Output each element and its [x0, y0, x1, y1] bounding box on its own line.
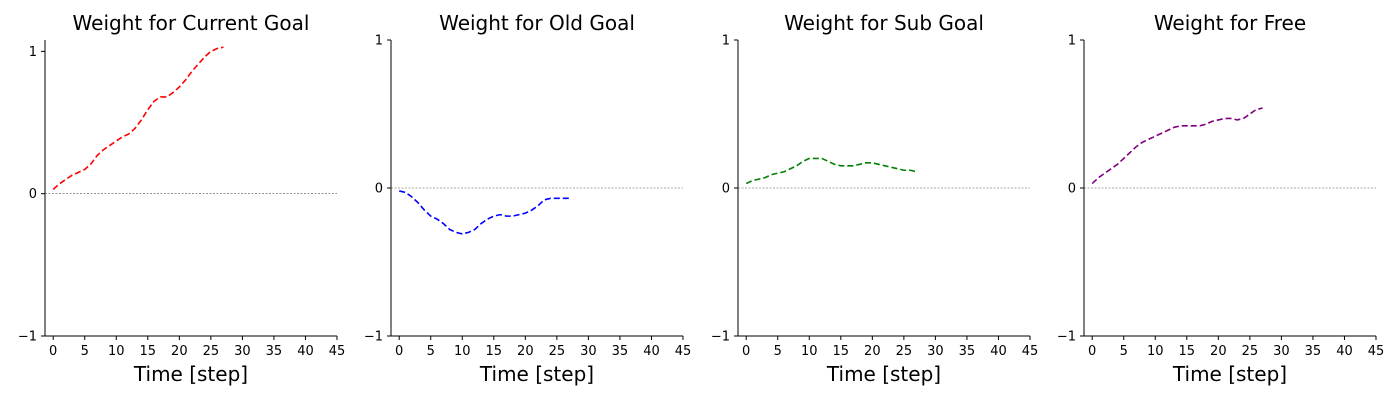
subplot-title: Weight for Sub Goal [784, 11, 984, 35]
x-tick-label: 45 [675, 344, 692, 359]
y-tick-label: 1 [722, 34, 730, 49]
subplot-4: Weight for Free 0 5 10 15 20 25 30 35 40 45 −1 0 1 Tim… [1057, 11, 1384, 386]
x-axis-label: Time [step] [826, 362, 941, 386]
x-tick-label: 35 [959, 344, 976, 359]
x-tick-label: 0 [1088, 344, 1096, 359]
x-tick-label: 45 [1022, 344, 1039, 359]
y-tick-label: −1 [18, 330, 37, 345]
x-axis-label: Time [step] [479, 362, 594, 386]
series-line [399, 190, 570, 235]
subplot-title: Weight for Current Goal [73, 11, 310, 35]
x-tick-label: 10 [801, 344, 818, 359]
x-tick-label: 0 [742, 344, 750, 359]
subplot-title: Weight for Old Goal [439, 11, 635, 35]
subplot-title: Weight for Free [1154, 11, 1306, 35]
x-tick-label: 40 [643, 344, 660, 359]
subplot-3: Weight for Sub Goal 0 5 10 15 20 25 30 35 40 45 −1 0… [711, 11, 1038, 386]
y-tick-label: 1 [29, 45, 37, 60]
y-tick-label: 1 [375, 34, 383, 49]
y-tick-label: −1 [1057, 330, 1076, 345]
y-tick-label: 0 [1068, 182, 1076, 197]
series-line [745, 157, 917, 185]
y-tick-label: 1 [1068, 34, 1076, 49]
x-tick-label: 5 [1120, 344, 1128, 359]
x-tick-label: 25 [896, 344, 913, 359]
x-axis-label: Time [step] [1172, 362, 1287, 386]
x-tick-label: 30 [580, 344, 597, 359]
x-tick-label: 15 [833, 344, 850, 359]
x-tick-label: 30 [927, 344, 944, 359]
x-tick-label: 20 [171, 344, 188, 359]
x-tick-label: 0 [395, 344, 403, 359]
x-tick-label: 15 [1179, 344, 1196, 359]
x-tick-label: 10 [108, 344, 125, 359]
x-tick-label: 10 [454, 344, 471, 359]
x-tick-label: 25 [1242, 344, 1259, 359]
x-tick-label: 45 [1368, 344, 1385, 359]
x-tick-label: 20 [864, 344, 881, 359]
x-tick-label: 35 [266, 344, 283, 359]
y-tick-label: 0 [722, 182, 730, 197]
x-tick-label: 40 [990, 344, 1007, 359]
y-tick-label: −1 [711, 330, 730, 345]
series-line [1091, 107, 1263, 185]
x-tick-label: 15 [140, 344, 157, 359]
series-line [52, 46, 224, 191]
x-tick-label: 20 [517, 344, 534, 359]
y-tick-label: −1 [364, 330, 383, 345]
x-tick-label: 30 [234, 344, 251, 359]
x-tick-label: 0 [49, 344, 57, 359]
x-tick-label: 5 [774, 344, 782, 359]
x-tick-label: 5 [81, 344, 89, 359]
y-tick-label: 0 [375, 182, 383, 197]
x-tick-label: 35 [612, 344, 629, 359]
x-tick-label: 25 [203, 344, 220, 359]
x-tick-label: 30 [1273, 344, 1290, 359]
x-tick-label: 20 [1210, 344, 1227, 359]
x-tick-label: 40 [1336, 344, 1353, 359]
x-tick-label: 10 [1147, 344, 1164, 359]
x-tick-label: 25 [549, 344, 566, 359]
x-tick-label: 35 [1305, 344, 1322, 359]
subplot-2: Weight for Old Goal 0 5 10 15 20 25 30 35 40 45 −1 0… [364, 11, 691, 386]
x-tick-label: 15 [486, 344, 503, 359]
x-axis-label: Time [step] [133, 362, 248, 386]
x-tick-label: 40 [297, 344, 314, 359]
x-tick-label: 45 [329, 344, 346, 359]
y-tick-label: 0 [29, 187, 37, 202]
x-tick-label: 5 [427, 344, 435, 359]
